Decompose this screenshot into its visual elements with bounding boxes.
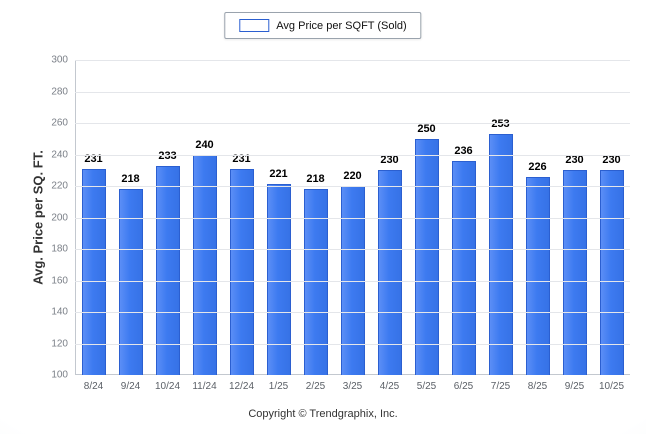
x-axis-tick-label: 4/25 xyxy=(379,381,400,392)
bar xyxy=(488,134,513,375)
legend-swatch xyxy=(239,19,270,32)
x-axis-tick-label: 11/24 xyxy=(192,381,217,392)
bar-slot: 233 xyxy=(149,60,186,375)
bar-value-label: 230 xyxy=(602,154,621,167)
bar-slot: 240 xyxy=(186,60,223,375)
bar-slot: 230 xyxy=(593,60,630,375)
bar-value-label: 230 xyxy=(565,154,584,167)
x-axis-tick-label: 5/25 xyxy=(416,381,437,392)
bar-value-label: 236 xyxy=(454,144,473,157)
y-axis-tick-label: 280 xyxy=(51,86,68,97)
x-axis-tick-label: 7/25 xyxy=(490,381,511,392)
legend-label: Avg Price per SQFT (Sold) xyxy=(276,19,407,32)
bar xyxy=(155,165,180,375)
bar-slot: 221 xyxy=(260,60,297,375)
gridline xyxy=(75,186,630,187)
bar-value-label: 220 xyxy=(343,170,362,182)
bar-value-label: 250 xyxy=(417,122,436,135)
bar-value-label: 240 xyxy=(195,138,214,151)
bar xyxy=(451,160,476,375)
bars-container: 231 218 233 240 231 221 218 220 230 250 236 253 226 2… xyxy=(75,60,630,375)
gridline xyxy=(75,343,630,345)
bar-value-label: 233 xyxy=(158,149,177,162)
bar-value-label: 231 xyxy=(84,152,103,165)
bar xyxy=(599,170,624,375)
bar-value-label: 226 xyxy=(528,160,547,173)
gridline xyxy=(75,217,630,219)
bar xyxy=(377,170,402,375)
y-axis-tick-label: 240 xyxy=(51,149,68,160)
x-axis-tick-label: 2/25 xyxy=(305,381,326,392)
bar xyxy=(414,138,439,375)
bar-slot: 236 xyxy=(445,60,482,375)
legend: Avg Price per SQFT (Sold) xyxy=(224,12,422,39)
y-axis-tick-label: 260 xyxy=(51,117,68,129)
y-axis-tick-label: 300 xyxy=(51,54,68,66)
bar-value-label: 218 xyxy=(121,173,140,186)
gridline xyxy=(75,91,630,93)
bar-slot: 230 xyxy=(556,60,593,375)
gridline xyxy=(75,123,630,124)
x-axis-tick-label: 10/25 xyxy=(598,381,625,392)
x-axis-tick-label: 9/25 xyxy=(564,381,585,392)
bar xyxy=(525,176,550,375)
y-axis-tick-label: 180 xyxy=(51,243,68,255)
x-axis-labels: 8/24 9/24 10/24 11/24 12/24 1/25 2/25 3/25 4/25 5… xyxy=(75,381,630,392)
bar xyxy=(266,184,291,375)
x-axis-tick-label: 8/25 xyxy=(527,381,548,392)
bar-slot: 253 xyxy=(482,60,519,375)
y-axis-tick-label: 160 xyxy=(51,275,68,286)
x-axis-tick-label: 8/24 xyxy=(83,381,104,392)
bar-slot: 231 xyxy=(223,60,260,375)
x-axis-tick-label: 1/25 xyxy=(268,381,289,392)
y-axis-tick-label: 100 xyxy=(51,369,68,381)
bar xyxy=(229,168,254,375)
bar-value-label: 218 xyxy=(306,173,325,186)
bar-value-label: 253 xyxy=(491,118,510,131)
x-axis-tick-label: 10/24 xyxy=(154,381,181,392)
bar xyxy=(81,168,106,375)
gridline xyxy=(75,312,630,313)
plot-area: 231 218 233 240 231 221 218 220 230 250 236 253 226 2… xyxy=(51,55,630,381)
bar-value-label: 231 xyxy=(232,152,251,165)
x-axis-tick-label: 3/25 xyxy=(342,381,363,392)
bar xyxy=(192,154,217,375)
bar-value-label: 230 xyxy=(380,154,399,167)
bar-slot: 231 xyxy=(75,60,112,375)
y-axis-tick-label: 120 xyxy=(51,338,68,349)
gridline xyxy=(75,60,630,61)
y-axis-tick-label: 220 xyxy=(51,180,68,192)
bar xyxy=(562,170,587,375)
gridline xyxy=(75,280,630,282)
bar-slot: 230 xyxy=(371,60,408,375)
bar-slot: 250 xyxy=(408,60,445,375)
bar-slot: 226 xyxy=(519,60,556,375)
x-axis-tick-label: 9/24 xyxy=(120,381,141,392)
gridline xyxy=(75,154,630,156)
footer-copyright: Copyright © Trendgraphix, Inc. xyxy=(248,408,398,420)
x-axis-tick-label: 6/25 xyxy=(453,381,474,392)
bar-value-label: 221 xyxy=(269,168,288,181)
x-axis-tick-label: 12/24 xyxy=(228,381,255,392)
y-axis-tick-label: 200 xyxy=(51,212,68,223)
gridline xyxy=(75,249,630,250)
y-axis-tick-label: 140 xyxy=(51,306,68,318)
